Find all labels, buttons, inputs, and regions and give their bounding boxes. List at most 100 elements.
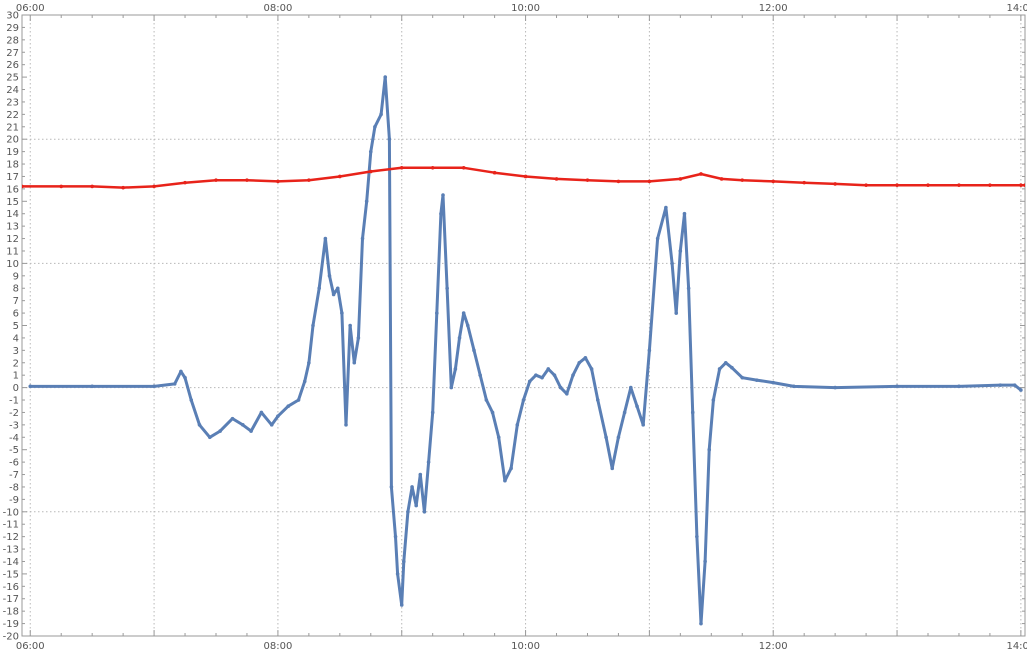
data-point bbox=[368, 169, 373, 174]
data-point bbox=[307, 360, 311, 365]
series-line bbox=[22, 166, 1025, 189]
data-point bbox=[678, 177, 683, 181]
data-point bbox=[152, 384, 156, 389]
y-tick-label: -17 bbox=[3, 594, 19, 605]
x-tick-label: 06:00 bbox=[16, 641, 45, 652]
data-point bbox=[534, 373, 538, 377]
data-point bbox=[802, 180, 806, 185]
data-point bbox=[895, 183, 899, 187]
data-point bbox=[406, 510, 410, 514]
data-point bbox=[356, 336, 361, 340]
data-point bbox=[957, 384, 961, 389]
plot-border bbox=[21, 14, 1026, 637]
x-tick-label-top: 12:00 bbox=[759, 3, 788, 14]
data-point bbox=[90, 184, 94, 189]
series-1 bbox=[28, 75, 1023, 626]
data-point bbox=[988, 183, 992, 187]
data-point bbox=[527, 379, 532, 384]
data-point bbox=[503, 478, 507, 483]
data-point bbox=[218, 429, 222, 433]
y-tick-label: 8 bbox=[13, 284, 19, 295]
data-point bbox=[445, 286, 449, 291]
data-point bbox=[348, 323, 352, 328]
data-point bbox=[622, 410, 627, 415]
data-point bbox=[496, 435, 501, 440]
x-axis: 06:00 06:00 08:00 08:00 10:00 10:00 12:00 12:00… bbox=[16, 3, 1027, 652]
data-point bbox=[172, 382, 177, 386]
data-point bbox=[472, 348, 476, 353]
x-tick-label: 14:00 bbox=[1006, 641, 1027, 652]
data-point bbox=[296, 398, 301, 402]
data-point bbox=[389, 485, 394, 489]
y-tick-label: -3 bbox=[9, 420, 19, 431]
data-point bbox=[368, 149, 373, 154]
data-point bbox=[335, 286, 340, 291]
data-point bbox=[641, 423, 645, 427]
y-tick-label: 25 bbox=[6, 73, 19, 84]
x-tick-label: 10:00 bbox=[511, 641, 540, 652]
data-point bbox=[379, 112, 383, 117]
data-point bbox=[577, 360, 582, 365]
y-tick-label: 16 bbox=[6, 184, 19, 195]
data-point bbox=[360, 236, 365, 241]
y-tick-label: -18 bbox=[3, 607, 19, 618]
data-point bbox=[585, 178, 590, 182]
data-point bbox=[323, 236, 328, 241]
data-point bbox=[546, 367, 551, 371]
data-point bbox=[340, 311, 344, 315]
data-point bbox=[540, 375, 544, 380]
data-point bbox=[338, 174, 342, 179]
data-point bbox=[523, 174, 528, 179]
data-point bbox=[610, 466, 615, 471]
y-tick-label: 1 bbox=[13, 371, 19, 382]
data-point bbox=[571, 373, 575, 377]
data-point bbox=[558, 385, 563, 390]
data-point bbox=[426, 460, 431, 464]
data-point bbox=[230, 416, 235, 421]
y-tick-label: 2 bbox=[13, 358, 19, 369]
data-point bbox=[449, 385, 454, 390]
y-tick-label: 23 bbox=[6, 97, 19, 108]
data-point bbox=[647, 179, 652, 184]
data-point bbox=[490, 410, 495, 415]
data-point bbox=[1012, 383, 1017, 387]
y-tick-label: 20 bbox=[6, 135, 19, 146]
series-line bbox=[30, 75, 1022, 626]
data-point bbox=[926, 183, 930, 187]
y-tick-label: -11 bbox=[3, 520, 19, 531]
data-point bbox=[249, 429, 253, 433]
data-point bbox=[208, 435, 212, 440]
data-point bbox=[864, 183, 868, 187]
y-tick-label: -16 bbox=[3, 582, 19, 593]
data-point bbox=[387, 137, 392, 141]
data-point bbox=[311, 323, 315, 328]
y-tick-label: -6 bbox=[9, 458, 19, 469]
y-tick-label: 27 bbox=[6, 48, 19, 59]
data-point bbox=[331, 292, 336, 297]
y-tick-label: -20 bbox=[3, 632, 19, 643]
data-point bbox=[441, 193, 445, 197]
data-point bbox=[352, 360, 357, 365]
data-point bbox=[399, 165, 404, 170]
data-point bbox=[690, 410, 695, 415]
data-point bbox=[435, 311, 439, 315]
y-tick-label: 21 bbox=[6, 122, 19, 133]
y-tick-label: 3 bbox=[13, 346, 19, 357]
data-point bbox=[364, 199, 369, 204]
y-tick-label: 13 bbox=[6, 222, 19, 233]
y-tick-label: -14 bbox=[3, 557, 19, 568]
data-point bbox=[682, 211, 687, 216]
data-point bbox=[717, 367, 722, 371]
data-point bbox=[699, 621, 703, 626]
data-point bbox=[90, 384, 94, 389]
data-point bbox=[595, 398, 600, 402]
y-tick-label: -12 bbox=[3, 532, 19, 543]
data-point bbox=[269, 423, 274, 427]
data-point bbox=[740, 375, 745, 380]
y-tick-label: 14 bbox=[6, 209, 19, 220]
series-2 bbox=[22, 165, 1025, 190]
data-point bbox=[307, 178, 311, 182]
y-tick-label: 18 bbox=[6, 160, 19, 171]
data-point bbox=[509, 466, 513, 471]
y-tick-label: 28 bbox=[6, 35, 19, 46]
